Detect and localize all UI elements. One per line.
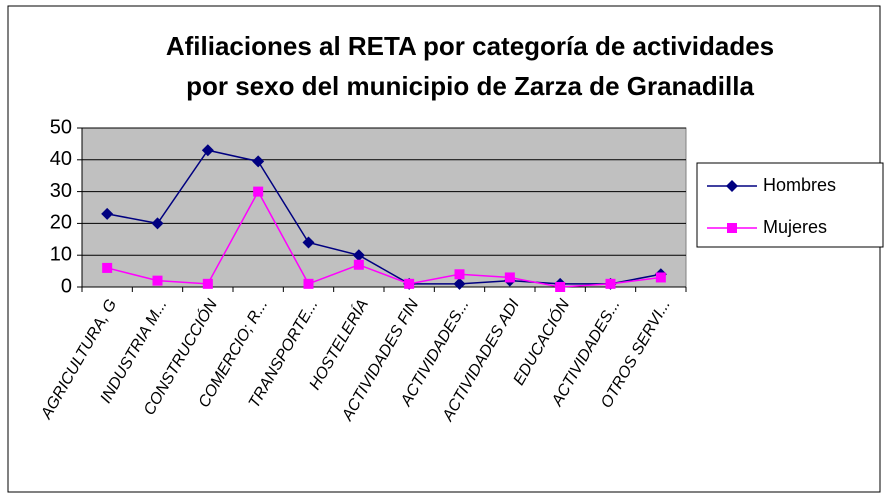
marker [253,186,264,197]
marker [152,275,163,286]
plot-area [81,127,687,288]
y-tick-label: 10 [50,243,72,265]
marker [454,269,465,280]
y-tick-label: 20 [50,212,72,234]
marker [605,278,616,289]
series-line [107,149,661,285]
marker [302,236,315,249]
marker [151,217,164,230]
series-line [106,190,661,288]
marker [404,278,415,289]
y-tick-label: 0 [61,275,72,297]
y-tick-label: 30 [50,180,72,202]
legend-label: Hombres [763,175,836,195]
legend-marker [727,223,737,233]
legend-marker [726,180,738,192]
marker [102,262,113,273]
marker [252,155,265,168]
marker [303,278,314,289]
marker [353,259,364,270]
marker [504,272,515,283]
marker [655,272,666,283]
chart-title: Afiliaciones al RETA por categoría de ac… [166,31,774,61]
legend-label: Mujeres [763,217,827,237]
marker [352,249,365,262]
marker [453,277,466,290]
marker [101,207,114,220]
marker [201,144,214,157]
y-tick-label: 50 [50,116,72,138]
chart-title: por sexo del municipio de Zarza de Grana… [186,71,754,101]
marker [555,282,566,292]
marker [202,278,213,289]
y-tick-label: 40 [50,148,72,170]
